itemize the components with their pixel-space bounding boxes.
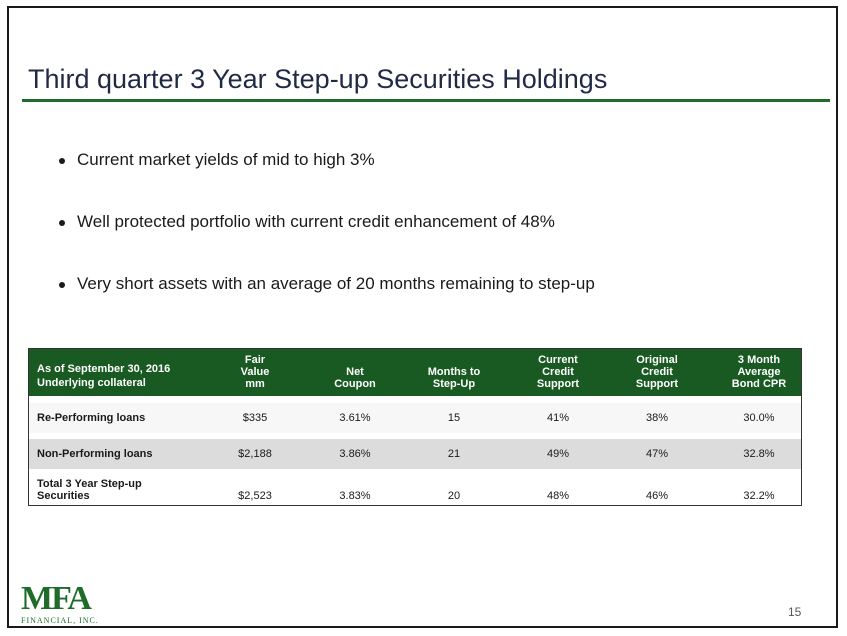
- cell-fair-value: $2,188: [238, 448, 272, 460]
- row-label: Re-Performing loans: [37, 412, 146, 424]
- cell-net-coupon: 3.61%: [339, 412, 371, 424]
- logo-subtitle: FINANCIAL, INC.: [21, 616, 99, 625]
- table-row: Total 3 Year Step-up Securities $2,523 3…: [29, 475, 801, 505]
- table-header: As of September 30, 2016 Underlying coll…: [29, 349, 801, 396]
- cell-cpr: 32.2%: [743, 490, 775, 502]
- cell-current-credit: 49%: [546, 448, 570, 460]
- header-line: Coupon: [334, 378, 376, 390]
- cell-months: 21: [447, 448, 461, 460]
- header-line: Support: [536, 378, 580, 390]
- header-as-of: As of September 30, 2016: [37, 363, 171, 375]
- header-line: mm: [245, 378, 265, 390]
- bullet-dot-icon: [59, 220, 65, 226]
- header-line: 3 Month: [737, 354, 781, 366]
- page-number: 15: [788, 605, 802, 619]
- header-line: Support: [635, 378, 679, 390]
- header-line: Value: [240, 366, 270, 378]
- table-row: Re-Performing loans $335 3.61% 15 41% 38…: [29, 403, 801, 433]
- header-line: Average: [737, 366, 781, 378]
- header-line: Credit: [641, 366, 673, 378]
- bullet-item: Very short assets with an average of 20 …: [57, 274, 595, 294]
- header-line: Fair: [244, 354, 266, 366]
- bullet-dot-icon: [59, 158, 65, 164]
- bullet-list: Current market yields of mid to high 3% …: [57, 150, 595, 294]
- cell-net-coupon: 3.83%: [339, 490, 371, 502]
- row-label-line: Securities: [37, 490, 90, 502]
- logo-mark: MFA: [21, 580, 92, 617]
- header-net-coupon: Net Coupon: [325, 366, 385, 390]
- header-line: Step-Up: [432, 378, 476, 390]
- cell-original-credit: 47%: [645, 448, 669, 460]
- header-original-credit: Original Credit Support: [622, 354, 692, 390]
- header-line: Original: [636, 354, 678, 366]
- header-line: Months to: [427, 366, 481, 378]
- header-current-credit: Current Credit Support: [523, 354, 593, 390]
- title-divider: [22, 99, 830, 102]
- bullet-item: Well protected portfolio with current cr…: [57, 212, 595, 232]
- header-fair-value: Fair Value mm: [229, 354, 281, 390]
- bullet-text: Well protected portfolio with current cr…: [77, 212, 555, 231]
- header-line: Bond CPR: [731, 378, 787, 390]
- cell-cpr: 32.8%: [743, 448, 775, 460]
- bullet-text: Current market yields of mid to high 3%: [77, 150, 375, 169]
- row-label: Non-Performing loans: [37, 448, 153, 460]
- cell-months: 20: [447, 490, 461, 502]
- slide-title: Third quarter 3 Year Step-up Securities …: [28, 64, 608, 94]
- header-line: Credit: [542, 366, 574, 378]
- company-logo: MFA FINANCIAL, INC.: [21, 582, 131, 632]
- bullet-item: Current market yields of mid to high 3%: [57, 150, 595, 170]
- cell-original-credit: 46%: [645, 490, 669, 502]
- cell-months: 15: [447, 412, 461, 424]
- header-underlying: Underlying collateral: [37, 377, 146, 389]
- bullet-dot-icon: [59, 282, 65, 288]
- cell-cpr: 30.0%: [743, 412, 775, 424]
- cell-net-coupon: 3.86%: [339, 448, 371, 460]
- bullet-text: Very short assets with an average of 20 …: [77, 274, 595, 293]
- table-row: Non-Performing loans $2,188 3.86% 21 49%…: [29, 439, 801, 469]
- holdings-table: As of September 30, 2016 Underlying coll…: [28, 348, 802, 506]
- row-label: Total 3 Year Step-up Securities: [37, 478, 142, 502]
- header-line: Current: [538, 354, 578, 366]
- header-line: Net: [346, 366, 364, 378]
- cell-fair-value: $2,523: [238, 490, 272, 502]
- cell-current-credit: 41%: [546, 412, 570, 424]
- header-cpr: 3 Month Average Bond CPR: [719, 354, 799, 390]
- header-months: Months to Step-Up: [419, 366, 489, 390]
- cell-current-credit: 48%: [546, 490, 570, 502]
- slide: Third quarter 3 Year Step-up Securities …: [7, 6, 838, 628]
- cell-original-credit: 38%: [645, 412, 669, 424]
- row-label-line: Total 3 Year Step-up: [37, 478, 142, 490]
- cell-fair-value: $335: [242, 412, 268, 424]
